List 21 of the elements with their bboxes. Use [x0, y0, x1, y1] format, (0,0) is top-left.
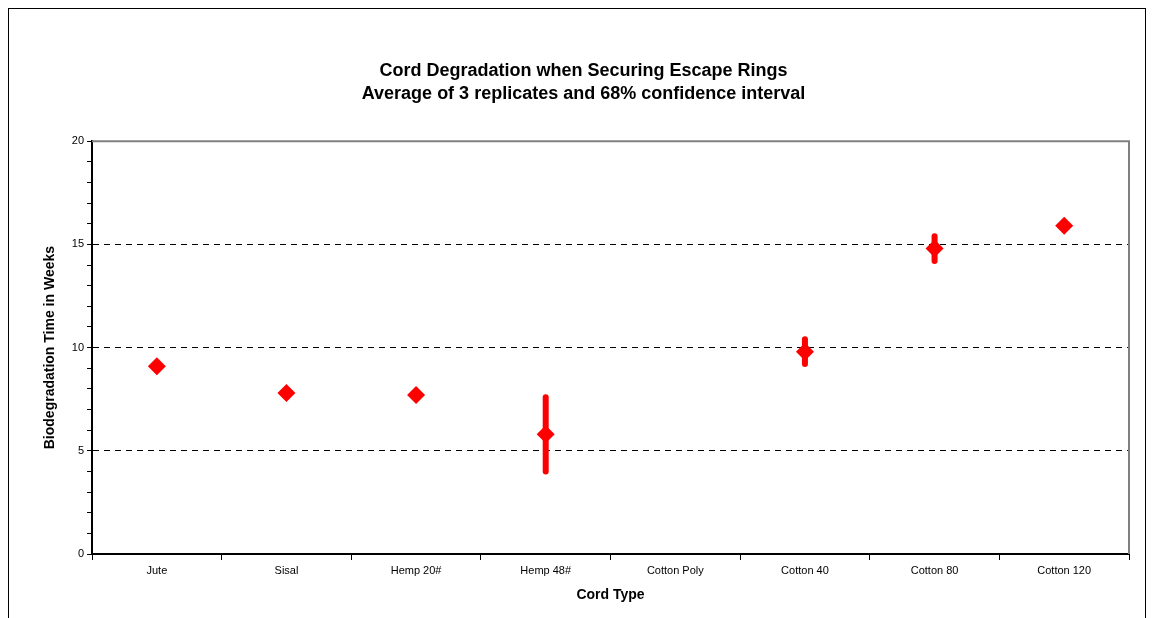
y-tick-label: 5	[77, 443, 85, 456]
point	[147, 357, 166, 376]
y-tick-label: 10	[71, 340, 85, 353]
chart-title: Cord Degradation when Securing Escape Rings	[379, 59, 788, 80]
point	[407, 386, 426, 405]
x-axis-title: Cord Type	[576, 586, 645, 603]
x-tick-label: Hemp 48#	[520, 563, 572, 576]
x-tick-label: Cotton 80	[910, 563, 959, 576]
chart-subtitle: Average of 3 replicates and 68% confidence interval	[361, 83, 806, 104]
point	[1055, 216, 1074, 235]
y-tick-label: 0	[77, 547, 85, 560]
y-tick-label: 20	[71, 134, 85, 147]
x-tick-label: Sisal	[274, 563, 299, 576]
x-tick-label: Cotton 40	[781, 563, 829, 576]
point	[277, 384, 296, 403]
y-axis-title: Biodegradation Time in Weeks	[41, 245, 58, 450]
x-tick-label: Cotton 120	[1037, 563, 1092, 576]
y-tick-label: 15	[71, 237, 85, 250]
x-tick-label: Jute	[146, 563, 168, 576]
x-tick-label: Cotton Poly	[646, 563, 705, 576]
x-tick-label: Hemp 20#	[390, 563, 443, 576]
